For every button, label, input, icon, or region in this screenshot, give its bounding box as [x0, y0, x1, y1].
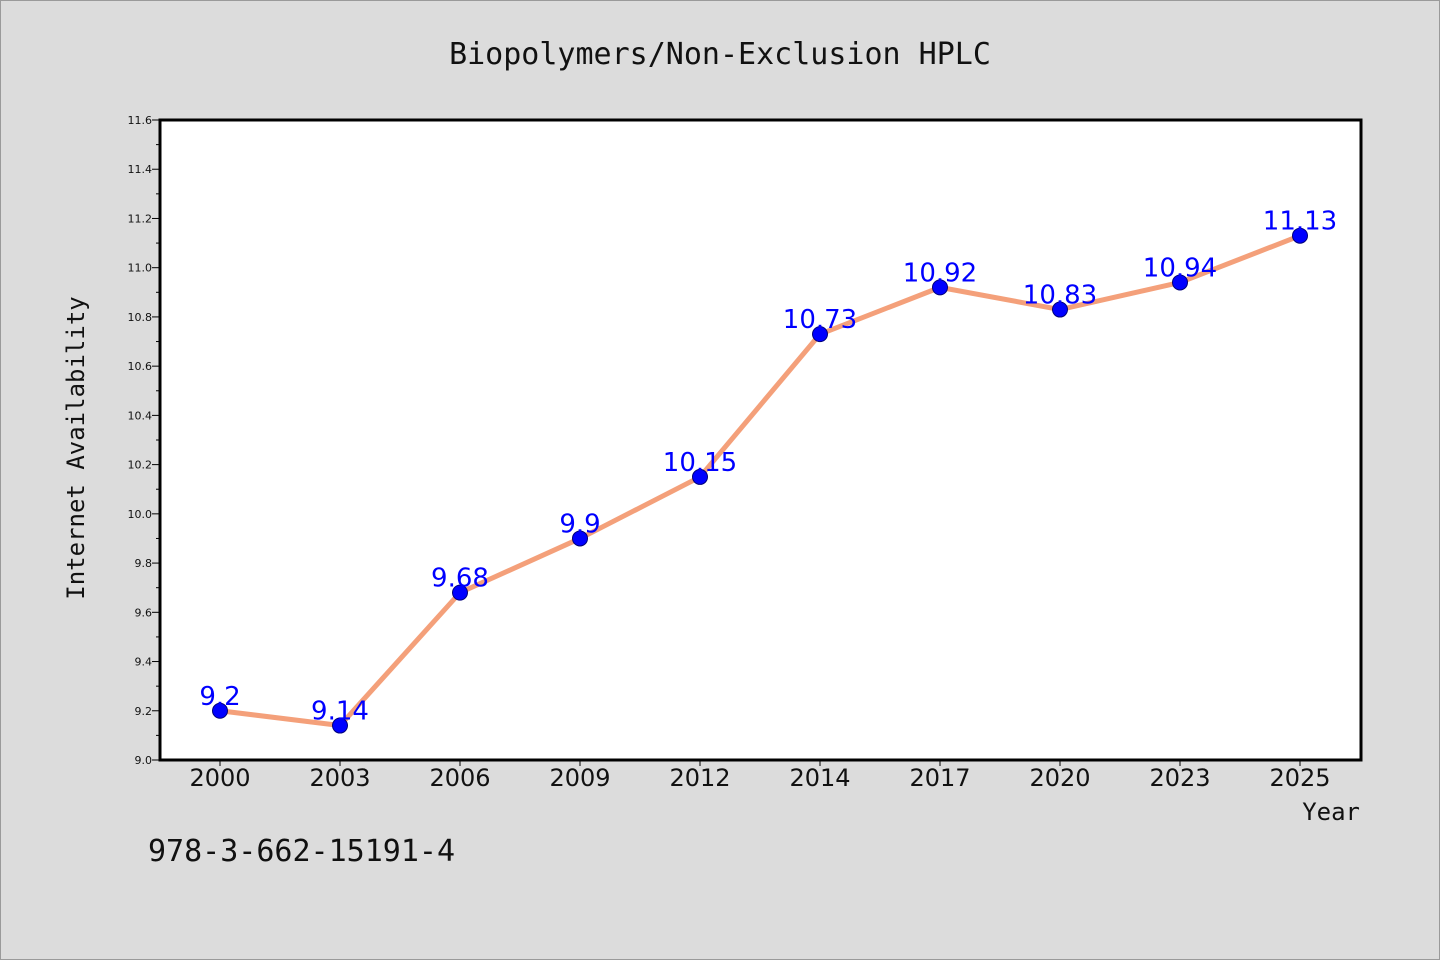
- x-axis-label: Year: [1302, 798, 1360, 826]
- y-tick-label: 11.2: [128, 212, 153, 225]
- x-tick-label: 2025: [1269, 764, 1330, 792]
- data-label: 10.15: [663, 448, 737, 478]
- x-tick-label: 2003: [309, 764, 370, 792]
- y-tick-label: 10.6: [128, 360, 153, 373]
- y-tick-label: 9.6: [135, 606, 153, 619]
- x-tick-label: 2020: [1029, 764, 1090, 792]
- x-tick-label: 2017: [909, 764, 970, 792]
- y-tick-label: 10.8: [128, 311, 153, 324]
- data-point: [692, 468, 708, 485]
- y-axis-ticks: 9.0 9.2 9.4 9.6 9.8 10.0 10.2 10.4 10.6 10.8 11.0 1…: [128, 114, 160, 767]
- data-label: 10.94: [1143, 253, 1217, 283]
- data-label: 11.13: [1263, 207, 1337, 237]
- data-label: 10.83: [1023, 281, 1097, 311]
- y-tick-label: 9.8: [135, 557, 153, 570]
- y-tick-label: 9.4: [135, 656, 153, 669]
- data-label: 9.2: [199, 682, 240, 712]
- data-markers: [212, 227, 1308, 734]
- x-tick-label: 2012: [669, 764, 730, 792]
- data-point: [332, 717, 348, 734]
- y-tick-label: 11.6: [128, 114, 153, 127]
- chart-title: Biopolymers/Non-Exclusion HPLC: [449, 37, 991, 72]
- y-tick-label: 10.2: [128, 459, 153, 472]
- y-tick-label: 10.0: [128, 508, 153, 521]
- data-label: 9.68: [431, 564, 489, 594]
- x-tick-label: 2000: [189, 764, 250, 792]
- plot-area: [158, 118, 1363, 762]
- data-point: [1052, 301, 1068, 318]
- y-tick-label: 10.4: [128, 409, 153, 422]
- data-point: [932, 279, 948, 296]
- x-tick-label: 2006: [429, 764, 490, 792]
- x-axis-ticks: 2000 2003 2006 2009 2012 2014 2017 2020 2023 2025: [189, 760, 1331, 792]
- x-tick-label: 2023: [1149, 764, 1210, 792]
- data-point: [572, 530, 588, 547]
- isbn-text: 978-3-662-15191-4: [148, 834, 456, 869]
- data-point: [1172, 274, 1188, 291]
- x-tick-label: 2009: [549, 764, 610, 792]
- y-tick-label: 11.0: [128, 262, 153, 275]
- data-label: 9.9: [559, 509, 600, 539]
- data-point: [452, 584, 468, 601]
- data-label: 10.73: [783, 305, 857, 335]
- data-point: [1292, 227, 1308, 244]
- y-tick-label: 11.4: [128, 163, 153, 176]
- data-label: 9.14: [311, 697, 369, 727]
- data-label: 10.92: [903, 258, 977, 288]
- y-tick-label: 9.2: [135, 705, 153, 718]
- y-axis-label: Internet Availability: [62, 296, 90, 599]
- y-tick-label: 9.0: [135, 754, 153, 767]
- data-point: [212, 702, 228, 719]
- data-labels: 9.2 9.14 9.68 9.9 10.15 10.73 10.92 10.83 10.94 1…: [199, 207, 1337, 727]
- x-tick-label: 2014: [789, 764, 850, 792]
- data-point: [812, 326, 828, 343]
- series-line: [219, 233, 1301, 729]
